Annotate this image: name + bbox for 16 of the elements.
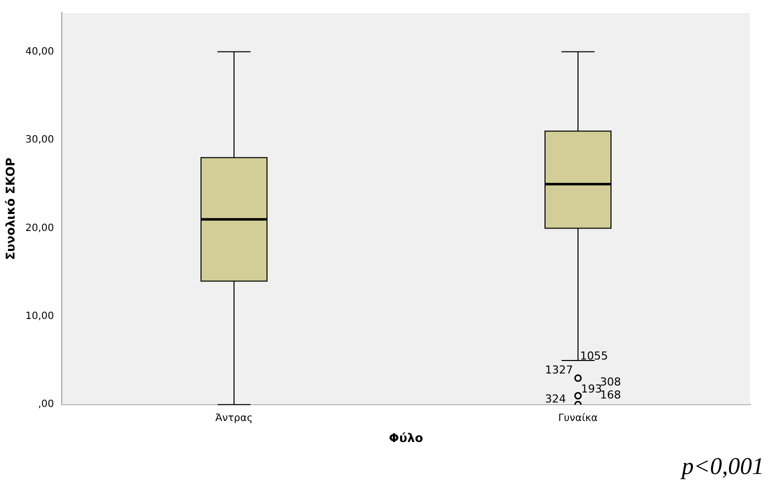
annotation: 1055 [580,350,608,362]
annotation: 168 [600,388,622,402]
text: p<0,001 [682,454,764,481]
y-axis-title: Συνολικό ΣΚΟΡ [3,157,18,260]
y-tick-label: ,00 [38,399,54,410]
x-axis-title: Φύλο [388,430,424,445]
annotation: 308 [600,376,622,388]
x-tick-label: Άντρας [215,413,253,424]
y-tick-label: 10,00 [25,310,54,322]
annotation: 193 [581,382,602,396]
annotation: 324 [545,392,566,406]
y-tick-label: 20,00 [25,222,54,234]
x-tick-label: Γυναίκα [558,413,598,424]
annotation: 1327 [545,364,574,376]
y-tick-label: 40,00 [25,46,54,58]
y-tick-label: 30,00 [25,134,54,146]
